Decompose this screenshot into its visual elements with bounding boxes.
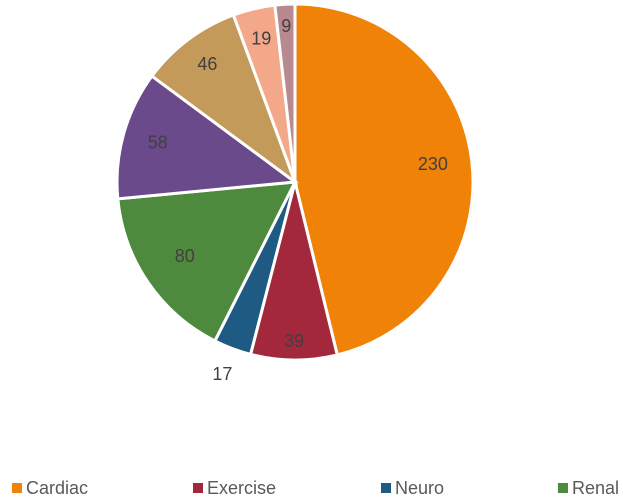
data-label: 58 — [148, 133, 168, 153]
legend-swatch — [12, 483, 22, 493]
pie-slice — [115, 74, 300, 201]
legend-label: Renal — [572, 478, 619, 498]
pie-slice — [149, 13, 299, 187]
pie-slice — [293, 2, 475, 357]
data-label: 19 — [251, 29, 271, 49]
data-label: 39 — [284, 331, 304, 351]
legend-label: Neuro — [395, 478, 444, 498]
data-label: 9 — [281, 16, 291, 36]
data-label: 17 — [212, 364, 232, 384]
data-label: 80 — [175, 246, 195, 266]
legend-swatch — [381, 483, 391, 493]
pie-slice — [273, 2, 297, 183]
legend-label: Exercise — [207, 478, 276, 498]
data-label: 230 — [418, 154, 448, 174]
legend-swatch — [558, 483, 568, 493]
legend-label: Cardiac — [26, 478, 88, 498]
legend-swatch — [193, 483, 203, 493]
data-label: 46 — [197, 54, 217, 74]
pie-slice — [116, 180, 298, 343]
